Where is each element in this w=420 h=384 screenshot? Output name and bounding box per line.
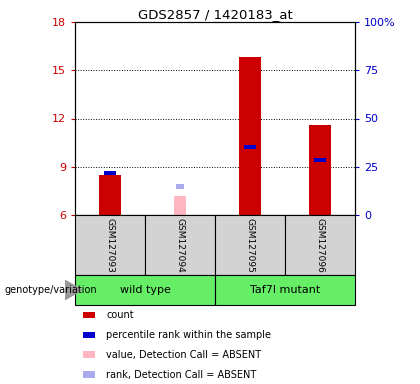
Text: value, Detection Call = ABSENT: value, Detection Call = ABSENT bbox=[107, 350, 262, 360]
Text: GSM127094: GSM127094 bbox=[176, 218, 184, 272]
Text: Taf7l mutant: Taf7l mutant bbox=[250, 285, 320, 295]
Bar bbox=[174, 196, 186, 215]
Text: rank, Detection Call = ABSENT: rank, Detection Call = ABSENT bbox=[107, 370, 257, 380]
Bar bbox=[99, 175, 121, 215]
Text: genotype/variation: genotype/variation bbox=[4, 285, 97, 295]
Bar bbox=[75, 275, 215, 305]
Text: wild type: wild type bbox=[120, 285, 171, 295]
Text: GSM127093: GSM127093 bbox=[105, 218, 115, 272]
Bar bbox=[309, 125, 331, 215]
Text: GSM127095: GSM127095 bbox=[246, 218, 255, 272]
Text: GSM127096: GSM127096 bbox=[315, 218, 325, 272]
Bar bbox=[104, 171, 116, 175]
Bar bbox=[75, 215, 145, 275]
Bar bbox=[244, 145, 256, 149]
Bar bbox=[215, 275, 355, 305]
Bar bbox=[285, 215, 355, 275]
Title: GDS2857 / 1420183_at: GDS2857 / 1420183_at bbox=[138, 8, 292, 21]
Text: count: count bbox=[107, 310, 134, 320]
Bar bbox=[215, 215, 285, 275]
Text: percentile rank within the sample: percentile rank within the sample bbox=[107, 330, 271, 340]
Bar bbox=[176, 184, 184, 189]
Bar bbox=[239, 57, 261, 215]
Polygon shape bbox=[65, 280, 82, 300]
Bar bbox=[314, 158, 326, 162]
Bar bbox=[145, 215, 215, 275]
